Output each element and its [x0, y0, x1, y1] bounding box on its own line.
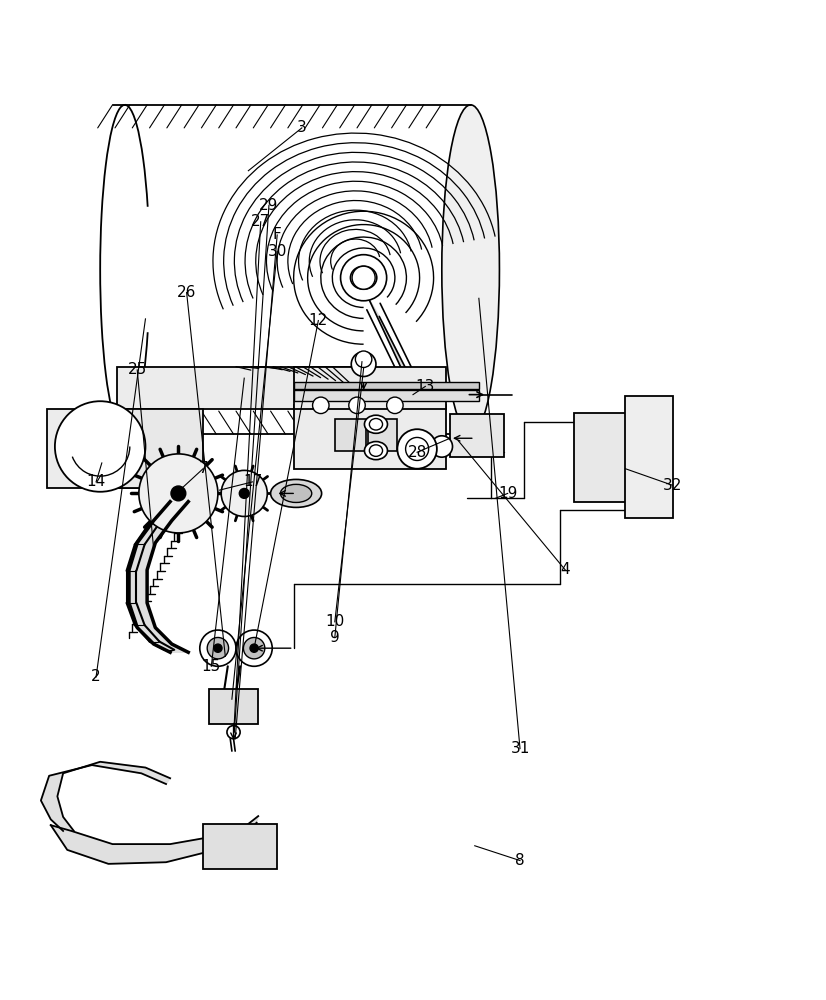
Text: 19: 19 [498, 486, 517, 501]
Text: 14: 14 [87, 474, 106, 489]
Circle shape [387, 397, 403, 414]
Text: F: F [273, 227, 282, 242]
Circle shape [349, 397, 365, 414]
Circle shape [431, 436, 453, 457]
Text: 3: 3 [297, 120, 306, 135]
Ellipse shape [442, 105, 500, 434]
Text: 29: 29 [259, 198, 278, 213]
Circle shape [244, 637, 265, 659]
Bar [203, 824, 278, 869]
Circle shape [340, 255, 387, 301]
Text: 25: 25 [127, 362, 147, 377]
Text: 2: 2 [91, 669, 101, 684]
Ellipse shape [364, 442, 387, 460]
Circle shape [139, 454, 218, 533]
Circle shape [355, 351, 372, 367]
Circle shape [312, 397, 329, 414]
Circle shape [207, 637, 229, 659]
Text: 4: 4 [561, 562, 570, 577]
Text: 8: 8 [515, 853, 525, 868]
Circle shape [351, 352, 376, 377]
Text: 12: 12 [309, 313, 328, 328]
Circle shape [55, 401, 145, 492]
Ellipse shape [364, 415, 387, 433]
Text: 13: 13 [415, 379, 435, 394]
Ellipse shape [369, 419, 382, 430]
Text: 10: 10 [325, 614, 344, 629]
Polygon shape [129, 502, 188, 652]
Circle shape [227, 726, 240, 739]
Bar [625, 396, 673, 518]
Text: 15: 15 [202, 659, 221, 674]
Bar [293, 367, 446, 409]
Polygon shape [50, 816, 259, 864]
Circle shape [352, 266, 375, 289]
Circle shape [406, 437, 429, 460]
Bar [116, 367, 351, 409]
Polygon shape [41, 762, 170, 831]
Bar [293, 382, 479, 389]
Bar [573, 413, 635, 502]
Bar [450, 414, 504, 457]
Ellipse shape [281, 484, 311, 502]
Bar [209, 689, 259, 724]
Text: 28: 28 [407, 445, 427, 460]
Circle shape [250, 644, 259, 652]
Polygon shape [368, 297, 448, 451]
Circle shape [221, 470, 268, 516]
Bar [293, 405, 446, 469]
Text: 9: 9 [330, 630, 339, 645]
Bar [293, 390, 479, 401]
Bar [116, 409, 203, 488]
Text: 17: 17 [243, 474, 262, 489]
Bar [46, 409, 191, 488]
Circle shape [240, 488, 249, 498]
Text: 30: 30 [268, 244, 287, 259]
Bar [335, 419, 366, 451]
Ellipse shape [350, 266, 377, 289]
Text: 32: 32 [662, 478, 682, 493]
Bar [368, 419, 396, 451]
Text: 26: 26 [177, 285, 197, 300]
Circle shape [397, 429, 437, 469]
Text: 31: 31 [510, 741, 529, 756]
Ellipse shape [369, 445, 382, 456]
Circle shape [214, 644, 222, 652]
Circle shape [200, 630, 236, 666]
Circle shape [236, 630, 273, 666]
Circle shape [171, 486, 186, 501]
Text: 27: 27 [251, 214, 270, 229]
Text: 7: 7 [198, 461, 208, 476]
Ellipse shape [271, 479, 321, 507]
